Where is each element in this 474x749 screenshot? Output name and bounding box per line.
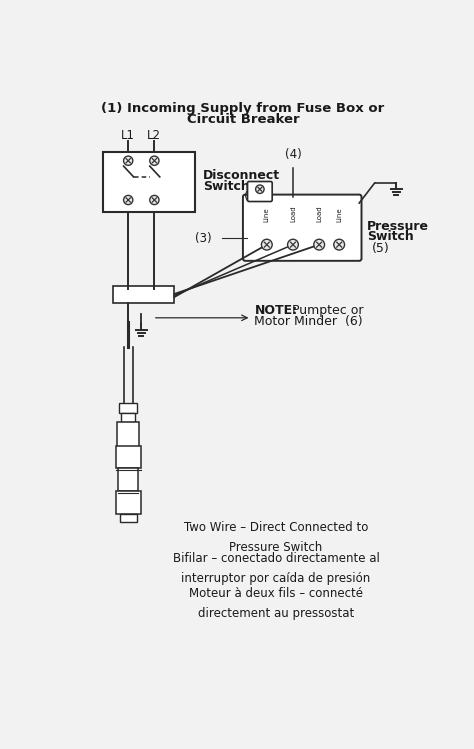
Text: Motor Minder  (6): Motor Minder (6) [255, 315, 363, 328]
Text: L2: L2 [147, 129, 161, 142]
Circle shape [124, 156, 133, 166]
FancyBboxPatch shape [243, 195, 362, 261]
Text: L1: L1 [121, 129, 135, 142]
Bar [118, 422, 139, 447]
Text: Switch: Switch [367, 231, 414, 243]
Circle shape [261, 239, 272, 250]
Text: Pumptec or: Pumptec or [288, 304, 363, 318]
Text: Circuit Breaker: Circuit Breaker [187, 113, 299, 127]
Circle shape [150, 156, 159, 166]
Text: Switch: Switch [203, 180, 250, 192]
Circle shape [150, 195, 159, 204]
Bar [121, 413, 135, 422]
Circle shape [288, 239, 298, 250]
Text: Load: Load [316, 205, 322, 222]
FancyBboxPatch shape [247, 181, 272, 201]
Bar [116, 491, 140, 514]
Bar [119, 403, 137, 413]
Text: Bifilar – conectado directamente al
interruptor por caída de presión: Bifilar – conectado directamente al inte… [173, 552, 380, 585]
Bar [103, 152, 195, 212]
Text: (5): (5) [372, 242, 390, 255]
Text: Disconnect: Disconnect [203, 169, 280, 182]
Text: (1) Incoming Supply from Fuse Box or: (1) Incoming Supply from Fuse Box or [101, 102, 384, 115]
Text: Pressure: Pressure [367, 219, 429, 233]
Text: Line: Line [336, 207, 342, 222]
Text: Moteur à deux fils – connecté
directement au pressostat: Moteur à deux fils – connecté directemen… [189, 587, 363, 620]
Text: (3): (3) [195, 232, 211, 245]
Bar [113, 286, 174, 303]
Text: (2): (2) [244, 190, 261, 204]
Text: Load: Load [290, 205, 296, 222]
Circle shape [314, 239, 325, 250]
Circle shape [255, 185, 264, 193]
Text: NOTE:: NOTE: [255, 304, 298, 318]
Text: Line: Line [264, 207, 270, 222]
Bar [118, 468, 138, 491]
Circle shape [334, 239, 345, 250]
Text: Two Wire – Direct Connected to
Pressure Switch: Two Wire – Direct Connected to Pressure … [184, 521, 368, 554]
Text: (4): (4) [284, 148, 301, 162]
Bar [116, 446, 140, 468]
Circle shape [124, 195, 133, 204]
Bar [120, 514, 137, 522]
